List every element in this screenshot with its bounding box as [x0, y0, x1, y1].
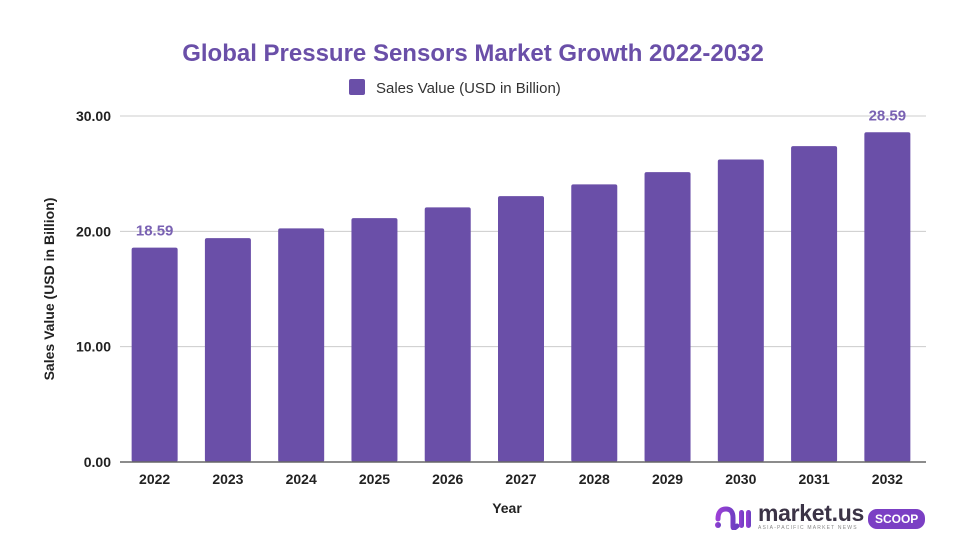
x-tick-label: 2028 — [579, 471, 610, 487]
x-tick-label: 2025 — [359, 471, 390, 487]
bar-2028 — [571, 184, 618, 462]
x-tick-label: 2032 — [872, 471, 903, 487]
data-label-2022: 18.59 — [136, 223, 174, 240]
data-labels: 18.59 28.59 — [136, 107, 906, 239]
bar-2023 — [204, 238, 251, 462]
x-axis-ticks: 2022 2023 2024 2025 2026 2027 2028 2029 2030 2031… — [139, 471, 903, 487]
bar-2026 — [424, 207, 471, 462]
bars — [131, 132, 911, 463]
x-tick-label: 2031 — [799, 471, 830, 487]
y-tick-label: 30.00 — [76, 108, 111, 124]
scoop-badge: SCOOP — [867, 508, 926, 529]
brand-name: market.us — [758, 500, 864, 526]
y-tick-label: 0.00 — [84, 454, 111, 470]
y-axis-ticks: 0.00 10.00 20.00 30.00 — [76, 108, 111, 470]
x-tick-label: 2027 — [505, 471, 536, 487]
x-tick-label: 2024 — [286, 471, 317, 487]
x-tick-label: 2022 — [139, 471, 170, 487]
x-axis-title: Year — [492, 500, 522, 516]
y-tick-label: 10.00 — [76, 339, 111, 355]
market-us-logo: market.us ASIA-PACIFIC MARKET NEWS SCOOP — [714, 500, 926, 531]
y-tick-label: 20.00 — [76, 223, 111, 239]
y-axis-title: Sales Value (USD in Billion) — [41, 198, 57, 381]
bar-2027 — [498, 196, 544, 462]
bar-2025 — [351, 218, 398, 462]
x-tick-label: 2029 — [652, 471, 683, 487]
logo-mark-icon — [714, 504, 752, 530]
legend-label: Sales Value (USD in Billion) — [376, 80, 561, 97]
bar-2030 — [717, 159, 764, 463]
x-tick-label: 2023 — [212, 471, 243, 487]
chart-title: Global Pressure Sensors Market Growth 20… — [182, 40, 764, 67]
bar-2031 — [791, 146, 838, 463]
bar-2029 — [644, 172, 691, 462]
x-tick-label: 2026 — [432, 471, 463, 487]
bar-2032 — [864, 132, 911, 462]
brand-tagline: ASIA-PACIFIC MARKET NEWS — [758, 525, 858, 531]
data-label-2032: 28.59 — [869, 107, 907, 124]
x-tick-label: 2030 — [725, 471, 756, 487]
legend: Sales Value (USD in Billion) — [349, 79, 561, 97]
legend-swatch — [349, 79, 365, 95]
bar-2022 — [131, 247, 178, 462]
bar-2024 — [278, 228, 325, 462]
